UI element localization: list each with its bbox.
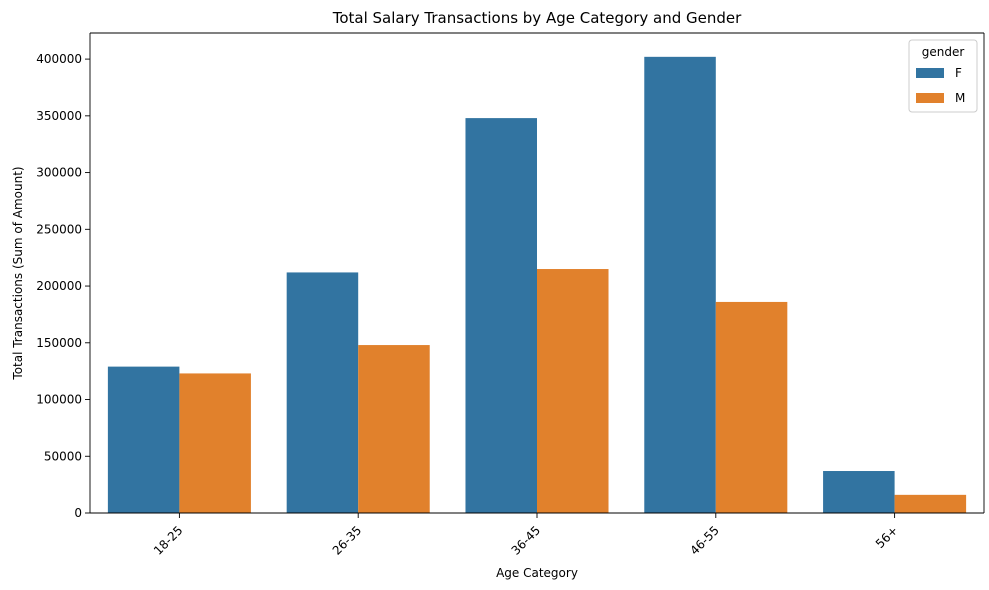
x-tick-label: 26-35 <box>330 523 365 558</box>
x-tick-label: 18-25 <box>151 523 186 558</box>
x-tick-label: 46-55 <box>687 523 722 558</box>
legend-swatch-M <box>916 93 944 103</box>
y-tick-label: 250000 <box>36 222 82 236</box>
y-tick-label: 150000 <box>36 336 82 350</box>
bar-F-18-25 <box>107 366 180 513</box>
legend-swatch-F <box>916 68 944 78</box>
x-axis-label: Age Category <box>496 566 578 580</box>
legend-title: gender <box>922 45 965 59</box>
bar-F-26-35 <box>286 272 359 513</box>
y-tick-label: 100000 <box>36 393 82 407</box>
y-tick-label: 300000 <box>36 166 82 180</box>
legend-label-F: F <box>955 66 962 80</box>
y-tick-label: 50000 <box>44 449 82 463</box>
y-tick-label: 400000 <box>36 52 82 66</box>
legend: gender FM <box>908 39 978 113</box>
x-axis-ticks: 18-25 26-35 36-45 46-55 56+ <box>151 513 901 558</box>
x-tick-label: 36-45 <box>509 523 544 558</box>
bar-M-36-45 <box>537 269 609 513</box>
bars-group <box>107 56 967 514</box>
y-axis-ticks: 0 50000 100000 150000 200000 250000 300000 3500… <box>36 52 90 520</box>
bar-M-18-25 <box>179 373 251 513</box>
bar-F-36-45 <box>465 118 537 513</box>
bar-F-56+ <box>823 471 895 513</box>
y-tick-label: 200000 <box>36 279 82 293</box>
y-tick-label: 0 <box>74 506 82 520</box>
legend-items: FM <box>916 66 965 105</box>
legend-label-M: M <box>955 91 965 105</box>
y-tick-label: 350000 <box>36 109 82 123</box>
bar-M-26-35 <box>358 345 430 513</box>
chart-title: Total Salary Transactions by Age Categor… <box>332 9 742 27</box>
y-axis-label: Total Transactions (Sum of Amount) <box>11 166 25 380</box>
bar-M-56+ <box>894 494 967 513</box>
bar-F-46-55 <box>644 56 716 514</box>
bar-M-46-55 <box>715 301 788 513</box>
x-tick-label: 56+ <box>873 523 901 551</box>
